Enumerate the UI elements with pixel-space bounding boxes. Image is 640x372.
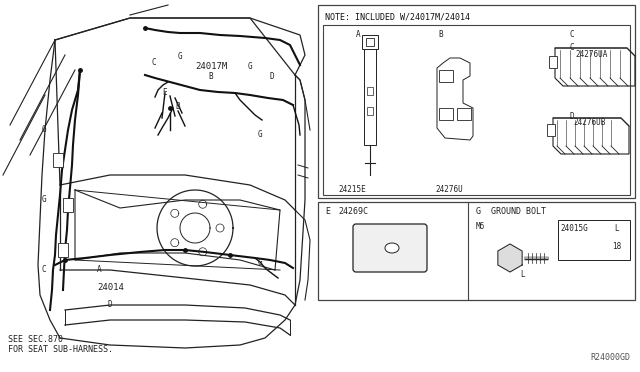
Text: B: B [175,102,180,111]
Bar [367,87,373,95]
Text: 24014: 24014 [97,283,124,292]
Bar [457,108,471,120]
Bar [439,70,453,82]
Bar [318,5,635,198]
Text: 24269C: 24269C [338,207,368,216]
Polygon shape [498,244,522,272]
Text: 24276UB: 24276UB [573,118,605,127]
Text: E: E [325,207,330,216]
Text: 24015G: 24015G [560,224,588,233]
Text: D: D [107,300,111,309]
Text: G  GROUND BOLT: G GROUND BOLT [476,207,546,216]
Text: NOTE: INCLUDED W/24017M/24014: NOTE: INCLUDED W/24017M/24014 [325,12,470,21]
Bar [366,38,374,46]
Text: C: C [570,43,575,52]
Text: G: G [258,130,262,139]
Bar [323,25,630,195]
Bar [439,108,453,120]
Bar [549,56,557,68]
Text: 24215E: 24215E [338,185,365,194]
Text: 24017M: 24017M [195,62,227,71]
Text: C: C [152,58,157,67]
Text: SEE SEC.870
FOR SEAT SUB-HARNESS.: SEE SEC.870 FOR SEAT SUB-HARNESS. [8,335,113,355]
Bar [367,107,373,115]
Bar [362,35,378,49]
Bar [364,45,376,145]
Bar [58,243,68,257]
Text: L: L [614,224,619,233]
Text: D: D [570,112,575,121]
Ellipse shape [385,243,399,253]
Text: A: A [97,265,102,274]
Text: A: A [356,30,360,39]
Text: R24000GD: R24000GD [590,353,630,362]
Bar [318,202,635,300]
Text: D: D [270,72,275,81]
Text: E: E [162,88,166,97]
Bar [63,198,73,212]
Text: G: G [42,195,47,204]
FancyBboxPatch shape [353,224,427,272]
Text: 18: 18 [612,242,621,251]
Text: B: B [208,72,212,81]
Text: C: C [570,30,575,39]
Text: G: G [42,125,47,134]
Bar [558,220,630,260]
Text: G: G [258,258,262,267]
Text: L: L [520,270,525,279]
Text: C: C [42,265,47,274]
Text: B: B [438,30,443,39]
Bar [53,153,63,167]
Text: 24276UA: 24276UA [575,50,607,59]
Bar [547,124,555,136]
Text: M6: M6 [476,222,485,231]
Text: G: G [248,62,253,71]
Text: G: G [178,52,182,61]
Text: 24276U: 24276U [435,185,463,194]
